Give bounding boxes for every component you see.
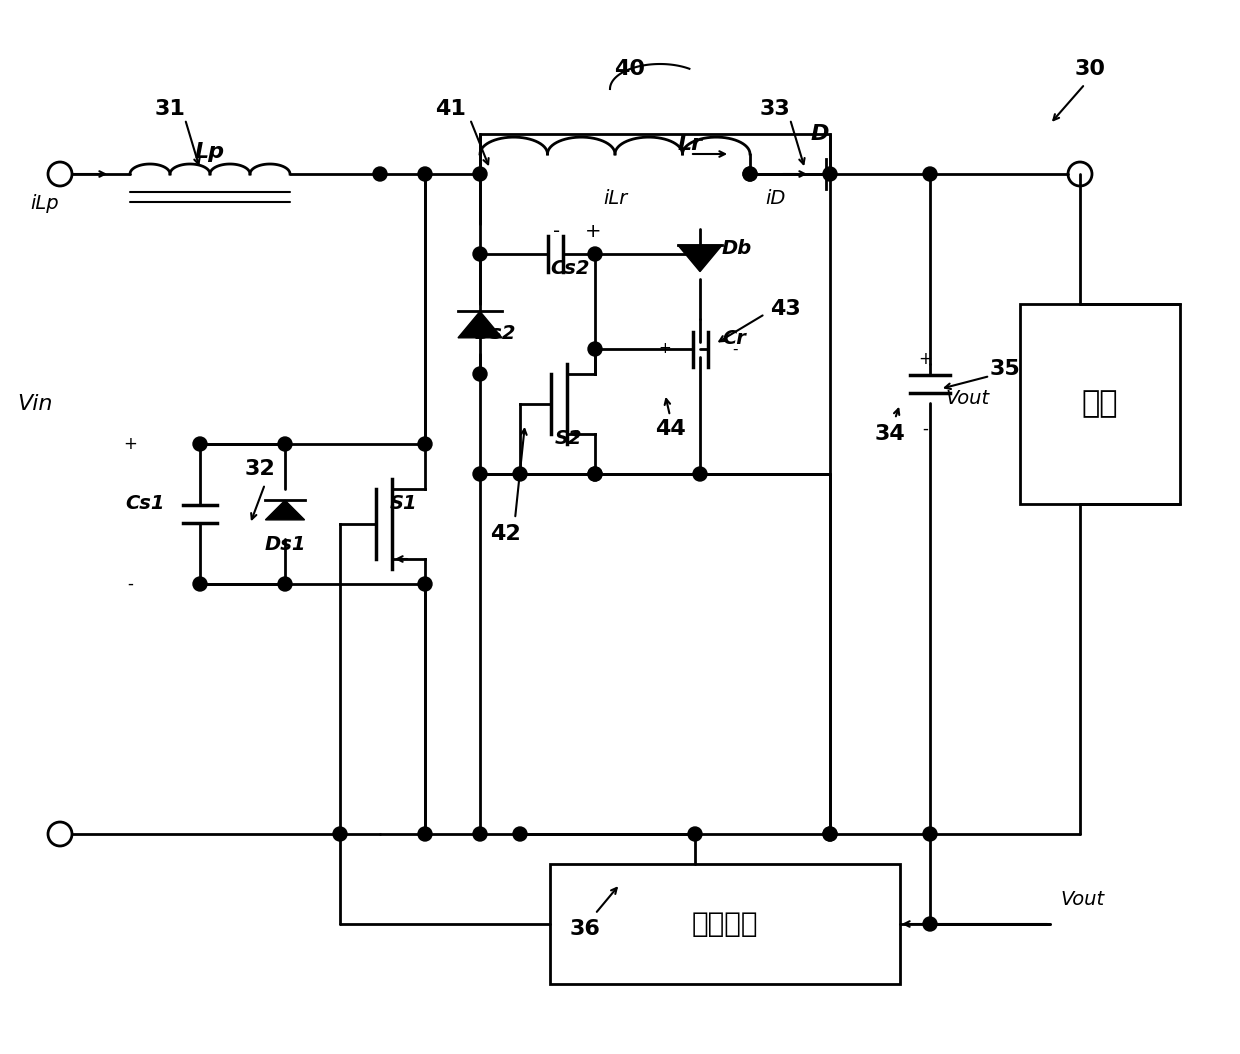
Circle shape	[823, 167, 837, 181]
Text: -: -	[126, 575, 133, 593]
Text: 控制电路: 控制电路	[692, 910, 758, 938]
Text: 44: 44	[655, 419, 686, 440]
Circle shape	[588, 341, 601, 356]
Circle shape	[743, 167, 756, 181]
Text: 41: 41	[434, 99, 465, 119]
Text: iLr: iLr	[603, 190, 627, 209]
Circle shape	[472, 467, 487, 481]
Text: 35: 35	[990, 359, 1021, 379]
Circle shape	[278, 437, 291, 451]
Text: 34: 34	[874, 424, 905, 444]
Circle shape	[472, 827, 487, 841]
Circle shape	[334, 827, 347, 841]
Text: +: +	[658, 341, 671, 356]
Circle shape	[193, 437, 207, 451]
Text: +: +	[123, 435, 136, 453]
Text: 32: 32	[244, 458, 275, 479]
Text: 42: 42	[490, 524, 521, 544]
Text: S1: S1	[391, 494, 418, 513]
Text: -: -	[733, 341, 738, 356]
Text: -: -	[553, 222, 560, 241]
Text: 负载: 负载	[1081, 390, 1118, 418]
Polygon shape	[678, 246, 722, 272]
Circle shape	[418, 167, 432, 181]
Text: 33: 33	[760, 99, 790, 119]
Text: Db: Db	[722, 239, 753, 258]
Circle shape	[373, 167, 387, 181]
Text: +: +	[585, 222, 601, 241]
Text: 31: 31	[155, 99, 186, 119]
Circle shape	[472, 167, 487, 181]
Circle shape	[278, 577, 291, 591]
Polygon shape	[799, 159, 826, 189]
Circle shape	[418, 577, 432, 591]
Text: Vout: Vout	[1060, 890, 1104, 909]
FancyBboxPatch shape	[480, 134, 830, 474]
Circle shape	[588, 467, 601, 481]
Circle shape	[823, 827, 837, 841]
Text: Cr: Cr	[722, 330, 746, 349]
Circle shape	[513, 827, 527, 841]
Polygon shape	[458, 311, 502, 337]
Circle shape	[923, 827, 937, 841]
Circle shape	[472, 247, 487, 261]
Polygon shape	[265, 501, 305, 520]
Circle shape	[743, 167, 756, 181]
Circle shape	[588, 467, 601, 481]
Text: Vout: Vout	[945, 390, 990, 409]
Text: S2: S2	[556, 429, 583, 449]
Circle shape	[513, 467, 527, 481]
Text: iLp: iLp	[31, 195, 60, 214]
Circle shape	[472, 367, 487, 380]
Text: Lr: Lr	[677, 134, 703, 154]
Circle shape	[688, 827, 702, 841]
Text: D: D	[811, 124, 830, 144]
Text: 36: 36	[569, 919, 600, 939]
Text: 43: 43	[770, 299, 801, 319]
Circle shape	[693, 247, 707, 261]
Text: +: +	[918, 350, 932, 368]
Circle shape	[418, 827, 432, 841]
Circle shape	[823, 827, 837, 841]
Text: Lp: Lp	[195, 142, 224, 162]
Text: Vin: Vin	[17, 394, 53, 414]
Circle shape	[693, 467, 707, 481]
Text: 30: 30	[1075, 59, 1106, 79]
Text: -: -	[923, 419, 928, 438]
Text: Cs2: Cs2	[551, 259, 590, 278]
Text: 40: 40	[615, 59, 646, 79]
Text: Cs1: Cs1	[125, 494, 165, 513]
Text: Ds2: Ds2	[474, 325, 516, 344]
FancyBboxPatch shape	[551, 864, 900, 984]
Circle shape	[193, 577, 207, 591]
Text: iD: iD	[765, 190, 785, 209]
FancyBboxPatch shape	[1021, 304, 1180, 504]
Circle shape	[923, 917, 937, 931]
Circle shape	[418, 437, 432, 451]
Text: Ds1: Ds1	[264, 534, 306, 553]
Circle shape	[923, 167, 937, 181]
Circle shape	[588, 247, 601, 261]
